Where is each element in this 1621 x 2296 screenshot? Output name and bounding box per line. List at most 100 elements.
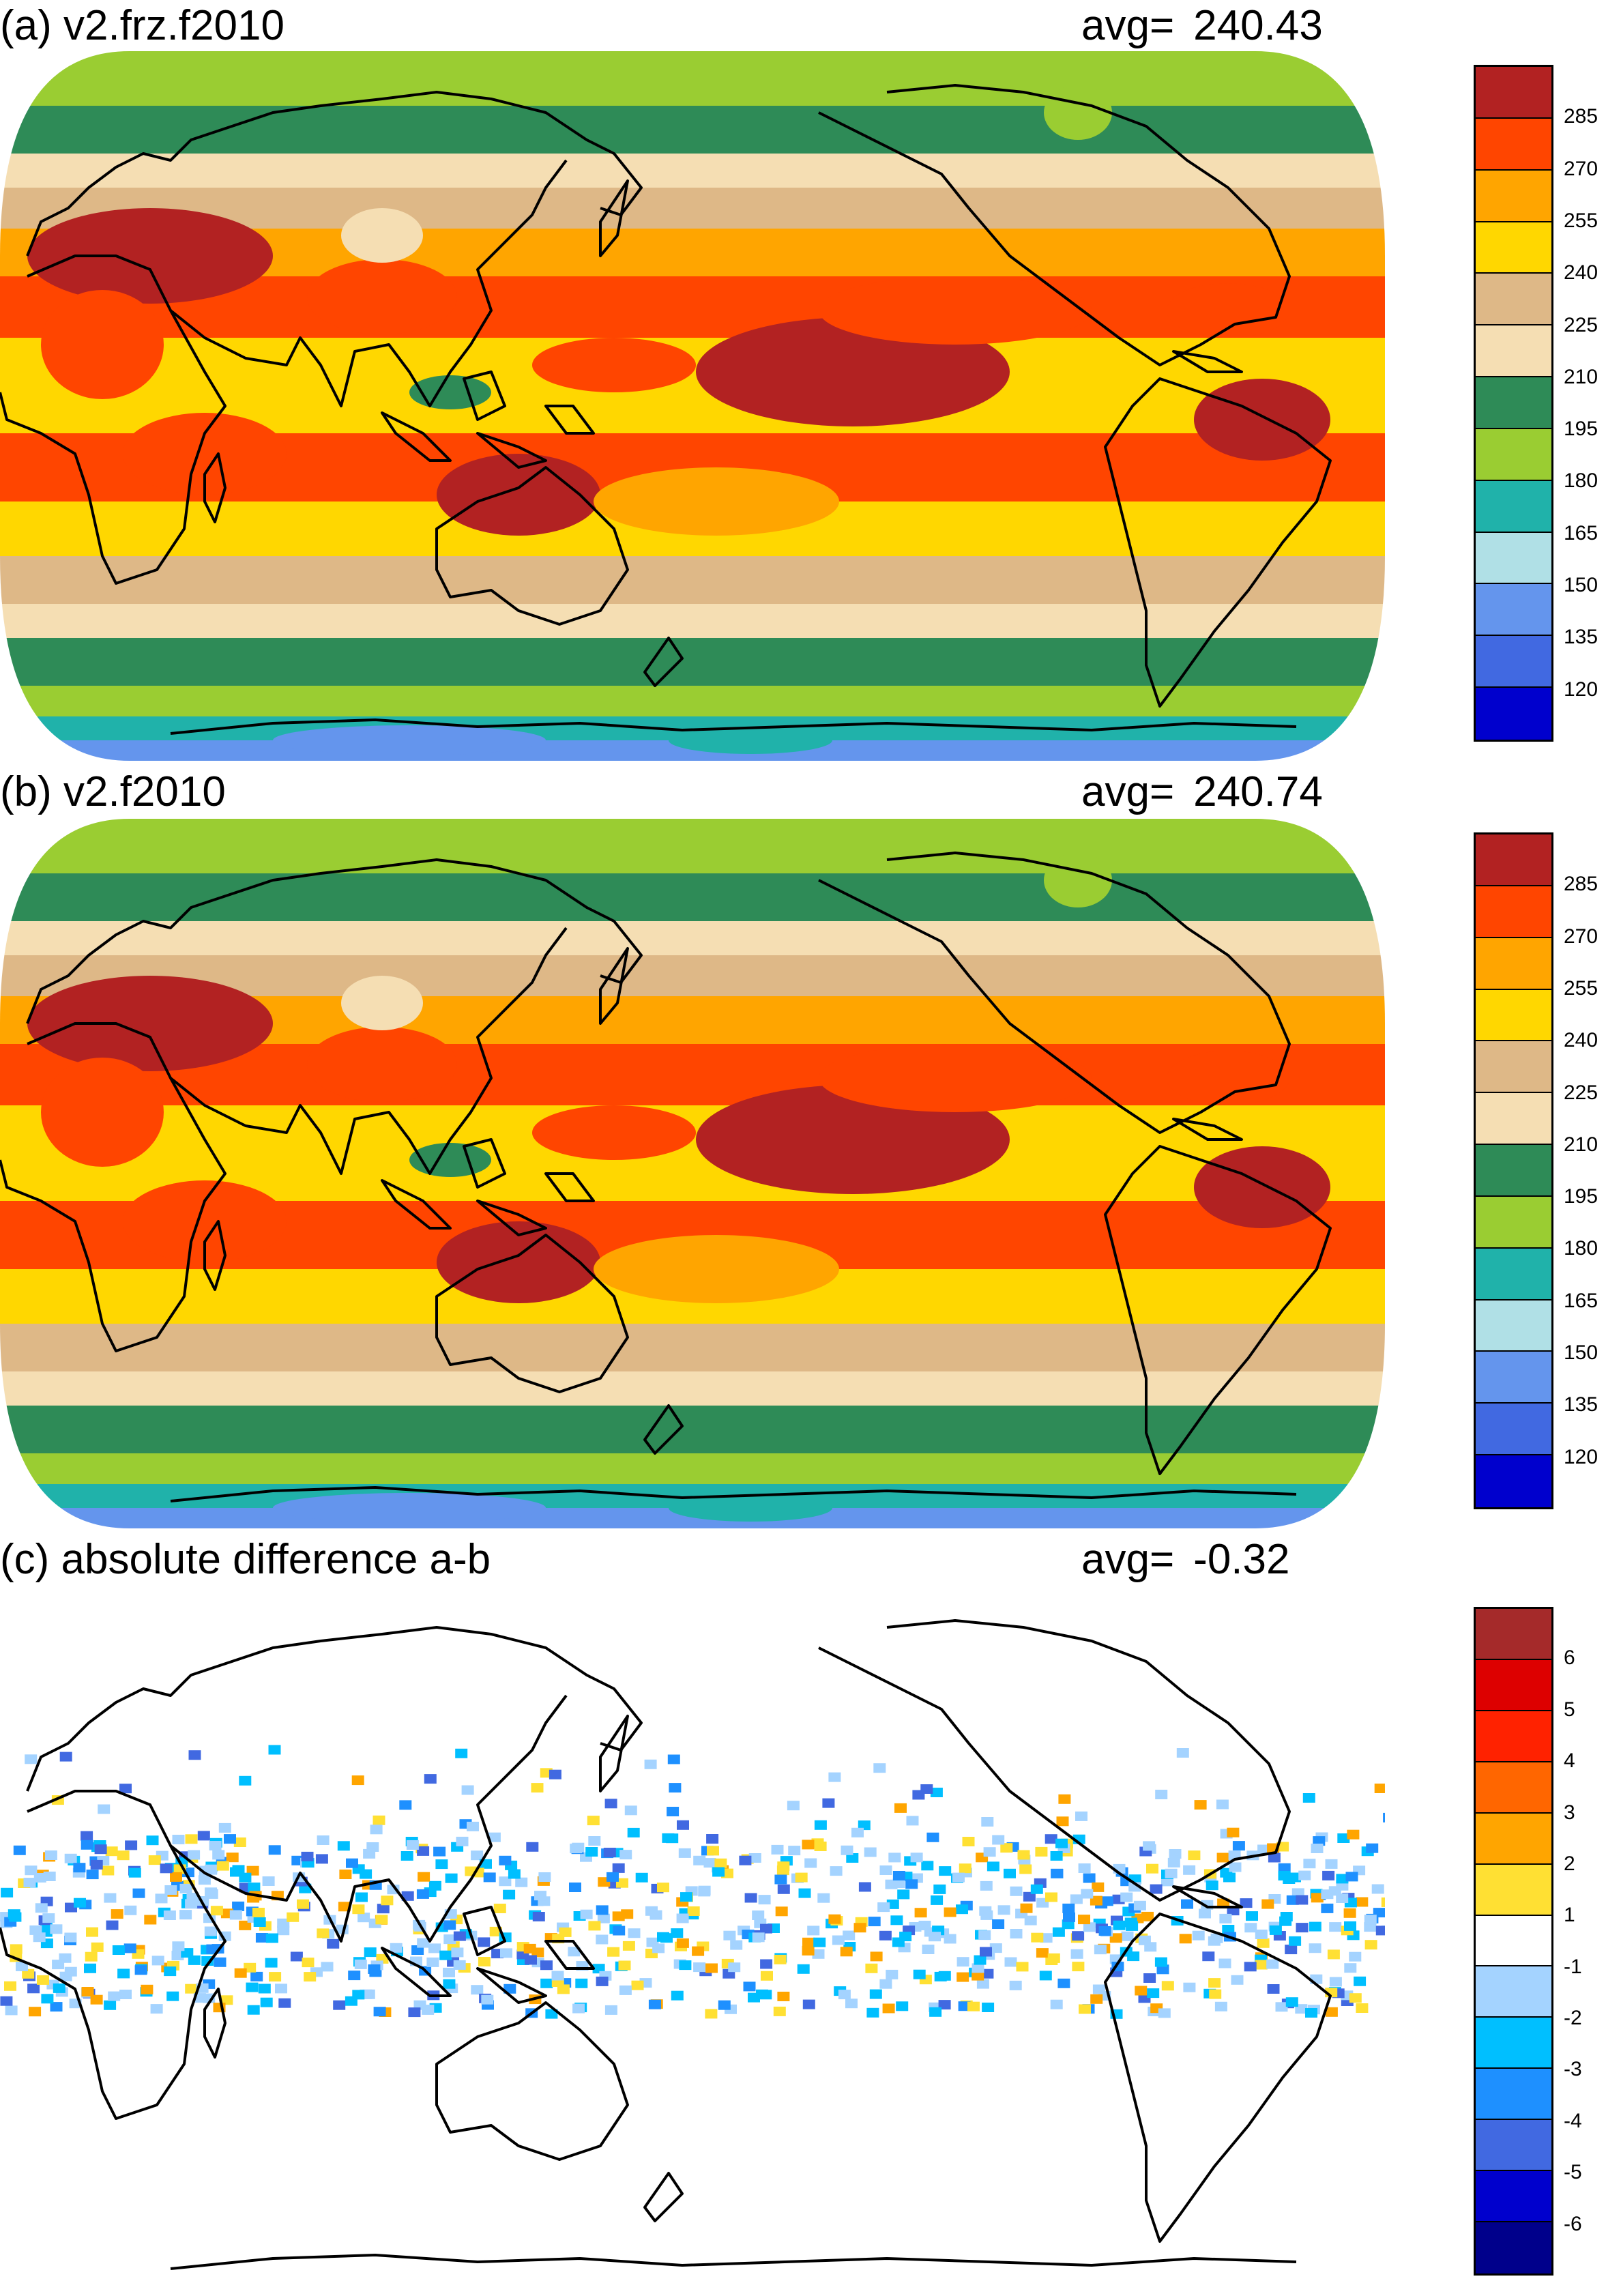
colorbar-swatch [1476, 2069, 1551, 2121]
colorbar-tick-label: 150 [1564, 1341, 1598, 1365]
colorbar-tick-label: 255 [1564, 976, 1598, 1000]
colorbar-tick-label: 150 [1564, 574, 1598, 597]
colorbar-tick-label: 2 [1564, 1852, 1575, 1875]
colorbar-swatch [1476, 834, 1551, 886]
colorbar-swatch [1476, 2120, 1551, 2172]
colorbar-tick-label: 6 [1564, 1646, 1575, 1670]
colorbar-swatch [1476, 2018, 1551, 2069]
coastlines [0, 852, 1332, 1502]
colorbar-tick-label: 1 [1564, 1904, 1575, 1927]
colorbar-tick-label: 180 [1564, 1237, 1598, 1260]
colorbar-swatch [1476, 1145, 1551, 1197]
colorbar-swatch [1476, 886, 1551, 938]
colorbar-tick-label: 270 [1564, 157, 1598, 180]
colorbar-swatch [1476, 1762, 1551, 1814]
colorbar-tick-label: 255 [1564, 209, 1598, 232]
colorbar-swatch [1476, 222, 1551, 274]
colorbar [1474, 1607, 1553, 2276]
colorbar-tick-label: -1 [1564, 1955, 1582, 1978]
colorbar-swatch [1476, 274, 1551, 326]
avg-value: 240.74 [1193, 768, 1323, 815]
colorbar-swatch [1476, 2222, 1551, 2273]
colorbar-swatch [1476, 636, 1551, 688]
colorbar-swatch [1476, 118, 1551, 171]
field-cells [0, 819, 1385, 1528]
colorbar-swatch [1476, 1041, 1551, 1094]
colorbar-tick-label: 210 [1564, 1133, 1598, 1156]
avg-value: -0.32 [1193, 1536, 1290, 1583]
colorbar-swatch [1476, 1659, 1551, 1711]
colorbar-tick-label: -2 [1564, 2007, 1582, 2030]
colorbar-swatch [1476, 1352, 1551, 1404]
panel-b: (b) v2.f2010 avg= 240.74 285 270 255 240 225 2… [0, 768, 1621, 1528]
colorbar-swatch [1476, 325, 1551, 378]
coastlines [0, 1619, 1332, 2270]
avg-label: avg= [1081, 2, 1175, 49]
colorbar [1474, 65, 1553, 742]
colorbar-swatch [1476, 688, 1551, 740]
colorbar-swatch [1476, 480, 1551, 533]
colorbar-swatch [1476, 1915, 1551, 1967]
colorbar-swatch [1476, 67, 1551, 119]
colorbar-tick-label: 285 [1564, 105, 1598, 128]
colorbar-tick-label: 3 [1564, 1801, 1575, 1824]
colorbar-swatch [1476, 1711, 1551, 1762]
colorbar-tick-label: 120 [1564, 678, 1598, 701]
colorbar-swatch [1476, 1196, 1551, 1249]
panel-average: avg= -0.32 [1081, 1535, 1290, 1584]
avg-label: avg= [1081, 768, 1175, 815]
colorbar-swatch [1476, 428, 1551, 481]
field-map [0, 51, 1385, 761]
colorbar-tick-label: -6 [1564, 2212, 1582, 2235]
coastlines [0, 84, 1332, 735]
colorbar-tick-label: -5 [1564, 2161, 1582, 2184]
colorbar-tick-label: 120 [1564, 1445, 1598, 1468]
colorbar-swatch [1476, 1966, 1551, 2018]
colorbar-tick-label: -4 [1564, 2109, 1582, 2132]
colorbar-tick-label: 165 [1564, 1289, 1598, 1312]
colorbar-tick-label: 225 [1564, 313, 1598, 336]
colorbar-swatch [1476, 938, 1551, 990]
colorbar-swatch [1476, 1864, 1551, 1916]
colorbar-swatch [1476, 170, 1551, 222]
difference-map [0, 1619, 1385, 2270]
colorbar-swatch [1476, 584, 1551, 637]
panel-c: (c) absolute difference a-b avg= -0.32 6 5… [0, 1535, 1621, 2288]
colorbar-tick-label: 4 [1564, 1749, 1575, 1773]
colorbar-swatch [1476, 532, 1551, 585]
colorbar-tick-label: 135 [1564, 626, 1598, 649]
colorbar-tick-label: 270 [1564, 925, 1598, 948]
colorbar [1474, 832, 1553, 1509]
colorbar-tick-label: 180 [1564, 469, 1598, 493]
panel-a: (a) v2.frz.f2010 avg= 240.43 285 270 255 240… [0, 0, 1621, 761]
colorbar-tick-label: 285 [1564, 873, 1598, 896]
colorbar-tick-label: -3 [1564, 2058, 1582, 2081]
colorbar-swatch [1476, 2171, 1551, 2223]
avg-value: 240.43 [1193, 2, 1323, 49]
panel-title: (a) v2.frz.f2010 [0, 2, 284, 49]
field-cells [0, 51, 1385, 761]
colorbar-tick-label: 195 [1564, 418, 1598, 441]
panel-average: avg= 240.43 [1081, 1, 1323, 50]
colorbar-swatch [1476, 1813, 1551, 1865]
field-map [0, 819, 1385, 1528]
colorbar-swatch [1476, 1404, 1551, 1456]
colorbar-tick-label: 165 [1564, 521, 1598, 544]
colorbar-swatch [1476, 1609, 1551, 1660]
colorbar-tick-label: 135 [1564, 1393, 1598, 1416]
panel-title: (c) absolute difference a-b [0, 1536, 491, 1583]
colorbar-tick-label: 210 [1564, 365, 1598, 388]
colorbar-tick-label: 225 [1564, 1081, 1598, 1104]
colorbar-swatch [1476, 377, 1551, 429]
colorbar-swatch [1476, 1455, 1551, 1507]
avg-label: avg= [1081, 1536, 1175, 1583]
panel-title: (b) v2.f2010 [0, 768, 226, 815]
panel-average: avg= 240.74 [1081, 768, 1323, 816]
colorbar-tick-label: 195 [1564, 1185, 1598, 1208]
colorbar-swatch [1476, 1248, 1551, 1300]
colorbar-swatch [1476, 1300, 1551, 1352]
colorbar-tick-label: 240 [1564, 1029, 1598, 1052]
field-cells [0, 1745, 1385, 2019]
colorbar-tick-label: 5 [1564, 1698, 1575, 1721]
colorbar-swatch [1476, 989, 1551, 1042]
